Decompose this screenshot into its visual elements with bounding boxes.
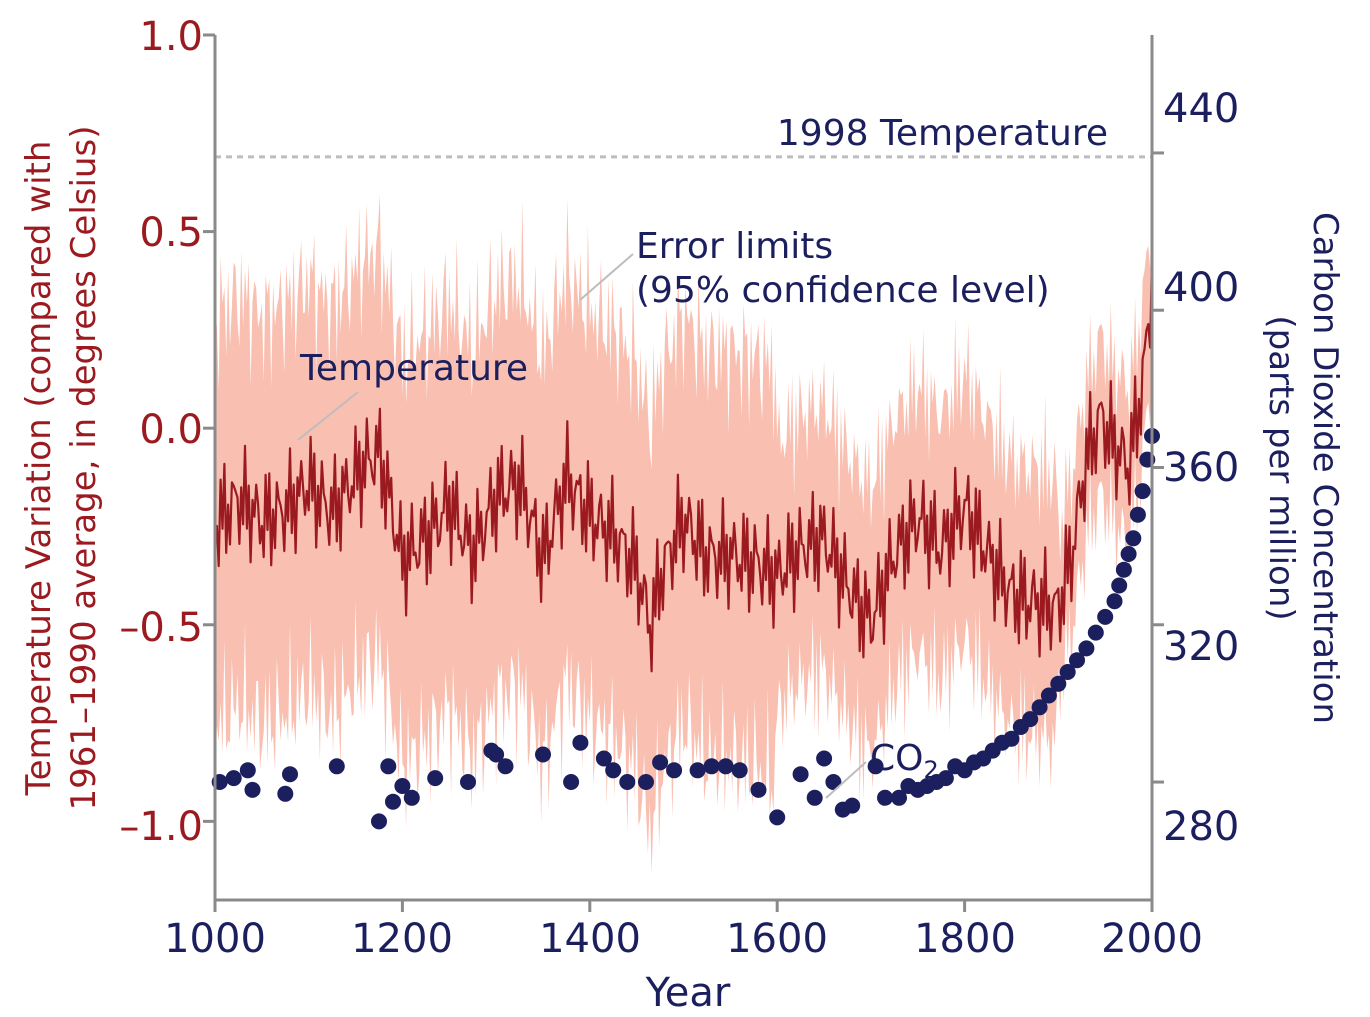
co2-data-point — [769, 809, 786, 826]
x-tick-label: 1800 — [914, 916, 1016, 962]
temperature-series-line — [213, 256, 1154, 673]
co2-data-point — [1097, 608, 1114, 625]
co2-data-point — [403, 789, 420, 806]
y-left-tick-label: –1.0 — [119, 804, 203, 850]
temperature-label: Temperature — [299, 348, 528, 389]
co2-data-point — [825, 774, 842, 790]
co2-data-point — [689, 762, 706, 779]
co2-data-point — [877, 789, 893, 806]
co2-data-point — [244, 781, 261, 798]
co2-data-point — [1115, 561, 1132, 578]
x-tick-label: 1600 — [726, 916, 828, 962]
co2-data-point — [282, 766, 298, 783]
co2-data-point — [1040, 687, 1057, 704]
plot-layer — [211, 155, 1160, 874]
co2-data-point — [1003, 730, 1020, 747]
co2-data-point — [328, 758, 345, 775]
co2-data-point — [1111, 577, 1128, 594]
error-limits-label-line2: (95% confidence level) — [636, 270, 1050, 311]
reference-line-label: 1998 Temperature — [777, 113, 1108, 154]
co2-data-point — [891, 789, 907, 806]
y-right-tick-label: 360 — [1163, 445, 1239, 491]
co2-label-main: CO — [870, 738, 923, 779]
co2-data-point — [488, 746, 505, 763]
y-left-tick-label: 0.5 — [139, 210, 203, 256]
y-left-axis-title-line2: 1961–1990 average, in degrees Celsius) — [64, 126, 104, 811]
y-left-axis-title-line1: Temperature Variation (compared with — [19, 141, 59, 797]
x-tick-label: 1400 — [539, 916, 641, 962]
co2-data-point — [535, 746, 551, 763]
co2-data-point — [277, 785, 294, 802]
co2-data-point — [750, 781, 767, 798]
co2-data-point — [1050, 675, 1067, 692]
co2-leader — [825, 761, 867, 799]
x-tick-label: 2000 — [1101, 916, 1203, 962]
y-right-tick-label: 440 — [1163, 86, 1239, 132]
co2-data-point — [572, 734, 589, 751]
co2-data-point — [1120, 546, 1137, 562]
co2-data-point — [731, 762, 748, 779]
co2-label: CO2 — [870, 738, 939, 784]
co2-data-point — [844, 797, 861, 814]
error-limits-label-line1: Error limits — [636, 226, 833, 267]
temperature-leader — [297, 391, 359, 441]
co2-data-point — [937, 770, 954, 787]
y-right-tick-label: 400 — [1163, 265, 1239, 311]
co2-data-point — [1078, 640, 1095, 657]
co2-data-point — [1022, 711, 1039, 728]
co2-data-point — [380, 758, 397, 775]
co2-data-point — [225, 770, 242, 787]
co2-data-point — [497, 758, 514, 775]
co2-data-point — [371, 813, 387, 830]
co2-data-point — [717, 758, 734, 775]
y-right-axis-title-line2: (parts per million) — [1261, 315, 1301, 620]
co2-data-point — [605, 762, 622, 779]
co2-data-point — [595, 750, 612, 767]
co2-data-point — [460, 774, 476, 790]
error-limits-leader — [579, 253, 634, 301]
y-left-tick-label: –0.5 — [119, 605, 203, 651]
y-right-axis-title-line1: Carbon Dioxide Concentration — [1305, 212, 1345, 724]
co2-data-point — [1125, 530, 1142, 547]
error-band — [215, 177, 1152, 874]
co2-data-point — [666, 762, 683, 779]
y-right-tick-label: 280 — [1163, 804, 1239, 850]
co2-data-point — [1134, 483, 1151, 500]
co2-data-point — [1031, 699, 1048, 716]
co2-data-point — [385, 793, 401, 810]
co2-data-point — [563, 774, 580, 790]
co2-data-point — [1069, 652, 1085, 669]
co2-data-point — [703, 758, 720, 775]
y-left-tick-label: 0.0 — [139, 407, 203, 453]
co2-data-point — [619, 774, 636, 790]
co2-data-point — [427, 770, 444, 787]
co2-data-point — [394, 778, 411, 794]
co2-data-point — [1106, 593, 1123, 610]
co2-data-point — [867, 758, 884, 775]
co2-label-subscript: 2 — [923, 756, 938, 784]
x-axis-title: Year — [645, 970, 731, 1016]
x-tick-label: 1200 — [351, 916, 453, 962]
x-tick-label: 1000 — [164, 916, 266, 962]
y-right-tick-label: 320 — [1163, 624, 1239, 670]
co2-data-point — [806, 789, 823, 806]
y-left-tick-label: 1.0 — [139, 14, 203, 60]
co2-data-point — [1087, 624, 1104, 641]
co2-data-point — [638, 774, 654, 790]
co2-data-point — [652, 754, 669, 771]
tick-marks — [203, 33, 1164, 912]
co2-data-point — [1129, 506, 1146, 523]
co2-data-point — [792, 766, 809, 783]
co2-data-point — [1059, 664, 1076, 680]
co2-data-point — [239, 762, 256, 779]
co2-data-point — [816, 750, 833, 767]
